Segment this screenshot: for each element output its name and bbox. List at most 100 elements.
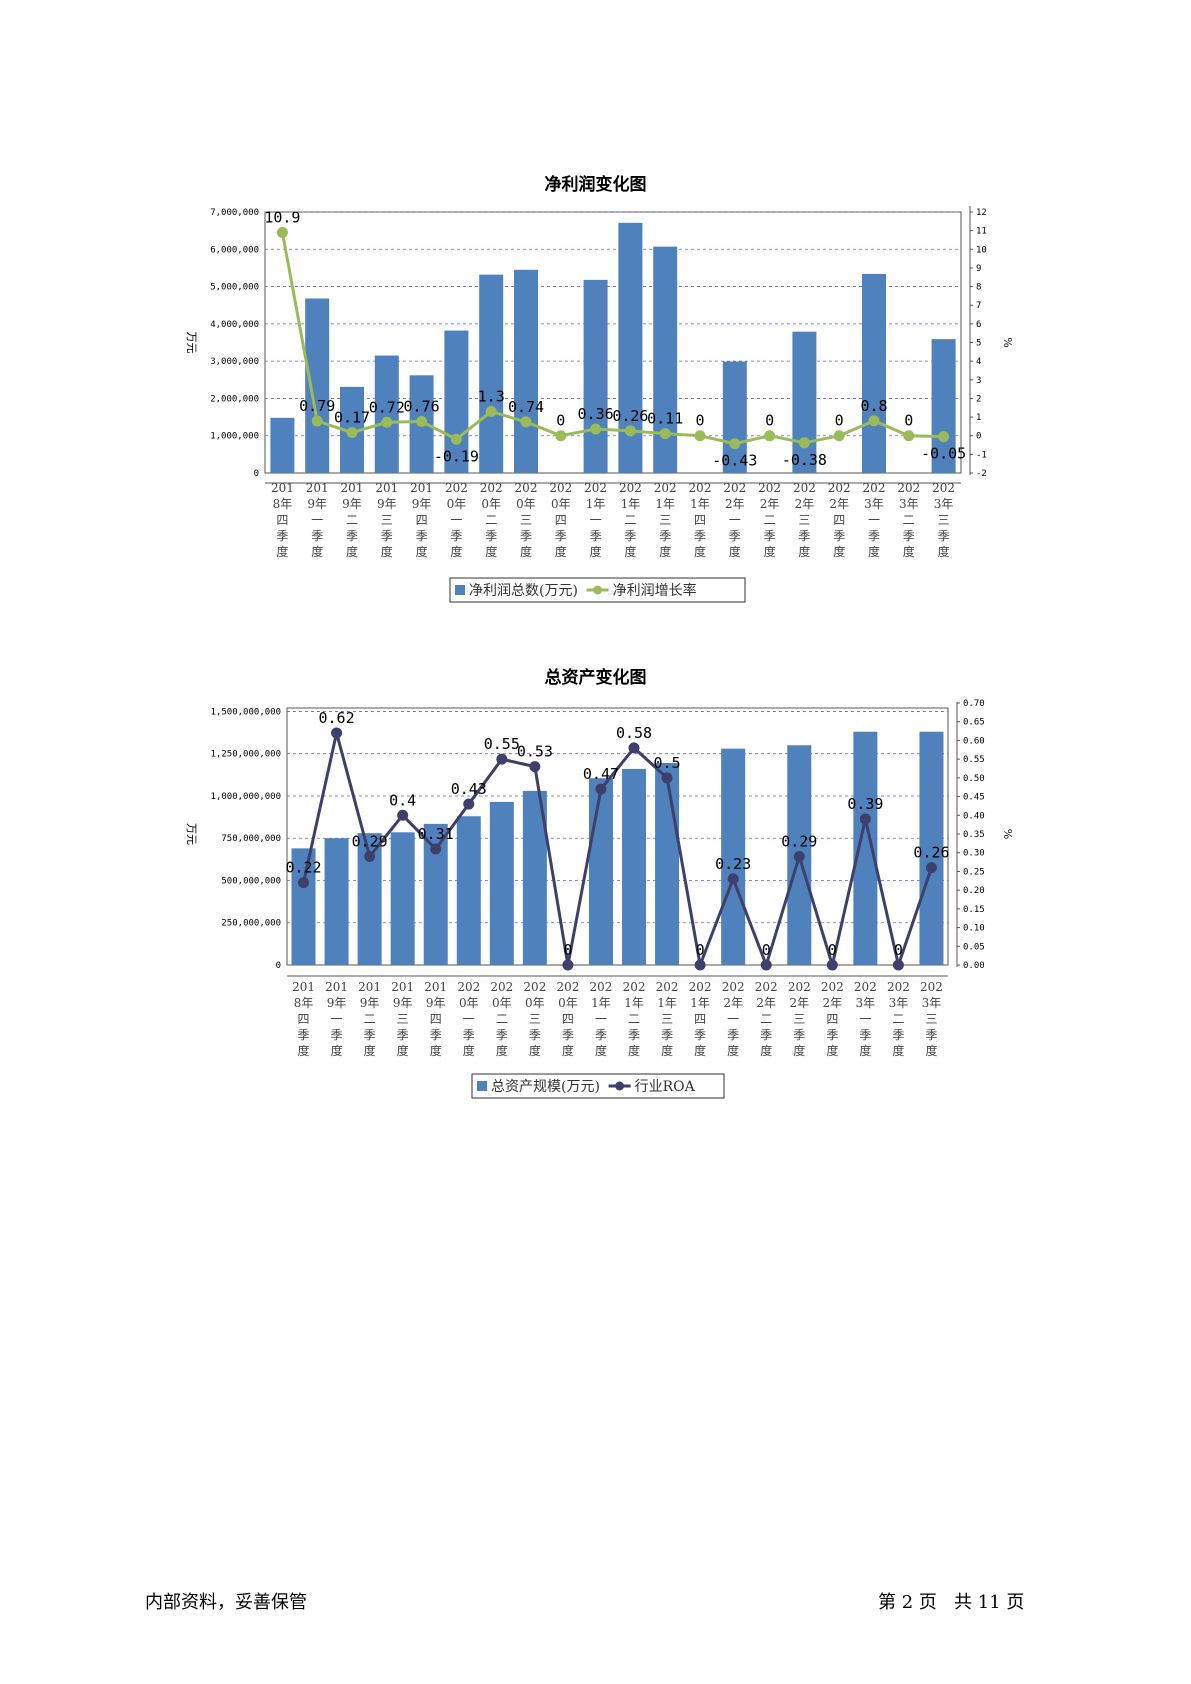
x-tick-label: 201 9年三季度	[391, 980, 414, 1058]
data-label: 0.26	[913, 844, 949, 862]
data-label: 0.62	[319, 709, 355, 727]
total-assets-chart: 总资产变化图 0 250,000,000 500,000,000 750,000,00…	[0, 663, 1191, 1113]
data-label: 0.4	[389, 791, 416, 809]
x-tick-label: 202 3年一季度	[863, 481, 886, 559]
bar	[305, 298, 330, 473]
x-tick-label: 202 2年三季度	[793, 481, 816, 559]
x-tick-label: 202 1年二季度	[619, 481, 642, 559]
line-point	[529, 761, 541, 773]
bar	[862, 273, 886, 473]
data-label: 0.8	[860, 397, 887, 415]
line-point	[331, 727, 343, 739]
chart-title: 总资产变化图	[544, 668, 647, 688]
line-point	[760, 959, 772, 971]
bar	[324, 838, 349, 965]
bar	[655, 763, 680, 965]
bar	[919, 731, 944, 965]
footer-page-number: 第 2 页 共 11 页	[878, 1592, 1025, 1613]
y-tick-label: 1,000,000,000	[211, 792, 281, 802]
line-point	[694, 959, 706, 971]
y2-tick-label: -2	[976, 469, 987, 479]
net-profit-chart: 净利润变化图 0 1,000,000 2,000,000 3,000,000 4,000…	[0, 170, 1191, 620]
y2-tick-label: 5	[976, 339, 981, 349]
y2-tick-label: 0.65	[963, 718, 985, 728]
data-label: 0.72	[369, 398, 405, 416]
bar	[291, 848, 316, 965]
data-label: 10.9	[264, 209, 300, 227]
line-point	[463, 798, 475, 810]
legend-box	[471, 1073, 725, 1099]
data-label: -0.05	[921, 445, 966, 463]
line-point	[903, 430, 915, 442]
bar	[456, 816, 481, 965]
data-label: 0.53	[517, 743, 553, 761]
legend-bar-swatch	[477, 1081, 487, 1091]
x-tick-label: 202 3年三季度	[920, 980, 943, 1058]
y2-tick-label: 12	[976, 208, 987, 218]
legend-label: 行业ROA	[635, 1079, 696, 1095]
y2-tick-label: 10	[976, 245, 987, 255]
line-point	[298, 877, 310, 889]
legend-label: 净利润总数(万元)	[469, 583, 578, 599]
line-point	[659, 428, 671, 440]
y-tick-label: 750,000,000	[221, 834, 281, 844]
y-tick-label: 1,000,000	[210, 432, 259, 442]
x-tick-label: 202 1年三季度	[656, 980, 679, 1058]
legend-bar-swatch	[455, 585, 465, 595]
y2-tick-label: 0.30	[963, 849, 985, 859]
y-tick-label: 0	[276, 961, 281, 971]
data-label: 0	[894, 941, 903, 959]
line-point	[694, 430, 706, 442]
line-point	[868, 415, 880, 427]
line-point	[555, 430, 567, 442]
bar	[583, 279, 608, 473]
y2-tick-label: 3	[976, 376, 981, 386]
line-point	[450, 433, 462, 445]
plot-frame	[286, 707, 949, 966]
y2-tick-label: 9	[976, 264, 981, 274]
line-point	[661, 772, 673, 784]
x-tick-label: 202 3年二季度	[887, 980, 910, 1058]
y-tick-label: 7,000,000	[210, 208, 259, 218]
y2-tick-label: 0.55	[963, 755, 985, 765]
line-point	[520, 416, 532, 428]
line-point	[276, 227, 288, 239]
data-label: 0	[828, 941, 837, 959]
bar	[722, 361, 747, 473]
data-label: 0.11	[647, 410, 683, 428]
x-tick-label: 202 0年四季度	[549, 481, 572, 559]
y-tick-label: 6,000,000	[210, 245, 259, 255]
x-tick-label: 202 0年一季度	[457, 980, 480, 1058]
y-axis-label: 万元	[185, 332, 198, 354]
footer-confidential: 内部资料，妥善保管	[145, 1592, 307, 1613]
line-point	[624, 425, 636, 437]
data-label: 0.74	[508, 398, 544, 416]
x-tick-label: 201 9年四季度	[424, 980, 447, 1058]
data-label: 0	[696, 941, 705, 959]
x-tick-label: 202 1年三季度	[654, 481, 677, 559]
line-point	[833, 430, 845, 442]
line-series	[302, 731, 933, 967]
line-point	[938, 431, 950, 443]
data-label: 0.39	[847, 795, 883, 813]
y2-tick-label: 0.60	[963, 736, 985, 746]
data-label: 0	[904, 412, 913, 430]
data-label: 0.29	[781, 832, 817, 850]
x-tick-label: 202 3年一季度	[854, 980, 877, 1058]
y2-tick-label: 1	[976, 413, 981, 423]
x-tick-label: 201 9年四季度	[410, 481, 433, 559]
y-tick-label: 3,000,000	[210, 357, 259, 367]
y2-tick-label: 0.10	[963, 924, 985, 934]
y2-tick-label: 2	[976, 394, 981, 404]
data-label: 0.58	[616, 724, 652, 742]
data-label: 0.47	[583, 765, 619, 783]
line-point	[381, 416, 393, 428]
y-tick-label: 0	[254, 469, 259, 479]
legend-label: 净利润增长率	[613, 582, 697, 599]
x-tick-label: 202 0年一季度	[445, 481, 468, 559]
data-label: 0.17	[334, 409, 370, 427]
line-series	[280, 232, 944, 446]
data-label: -0.19	[434, 447, 479, 465]
bar	[622, 768, 647, 965]
y2-tick-label: 0.50	[963, 774, 985, 784]
